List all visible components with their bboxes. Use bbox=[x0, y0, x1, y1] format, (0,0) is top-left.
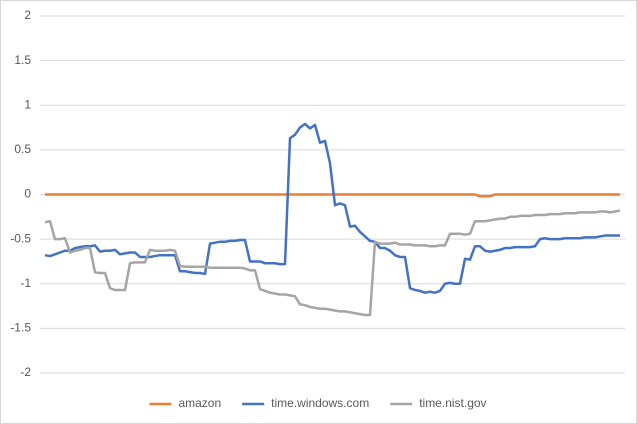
legend-label: time.nist.gov bbox=[419, 396, 486, 410]
legend-label: time.windows.com bbox=[271, 396, 369, 410]
y-tick-label: -1.5 bbox=[10, 321, 31, 335]
y-tick-label: -1 bbox=[20, 276, 31, 290]
y-tick-label: 2 bbox=[24, 8, 31, 22]
y-tick-label: 1.5 bbox=[14, 53, 31, 67]
legend-label: amazon bbox=[178, 396, 221, 410]
y-tick-label: -0.5 bbox=[10, 231, 31, 245]
y-tick-label: 0.5 bbox=[14, 142, 31, 156]
line-series bbox=[44, 209, 621, 317]
line-series bbox=[44, 122, 620, 294]
y-tick-label: 1 bbox=[24, 97, 31, 111]
y-tick-label: 0 bbox=[24, 187, 31, 201]
y-tick-label: -2 bbox=[20, 365, 31, 379]
